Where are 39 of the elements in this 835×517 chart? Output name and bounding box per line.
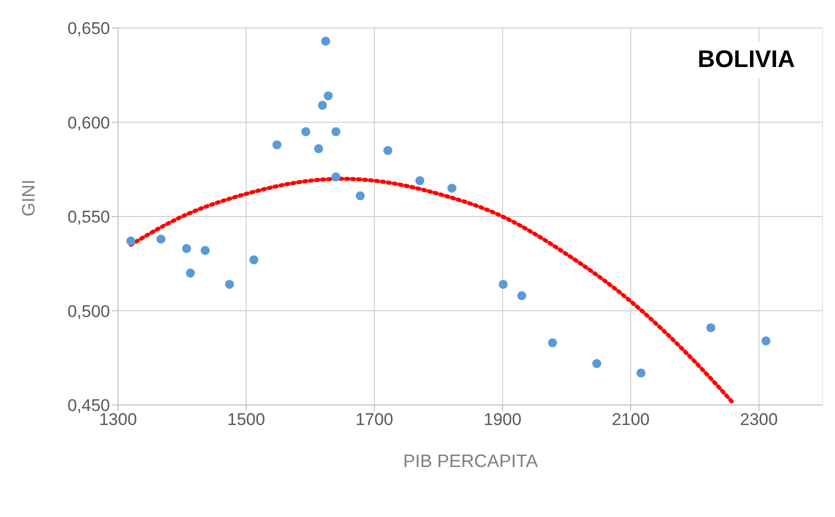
x-tick-label: 1300 xyxy=(99,410,137,430)
point xyxy=(318,100,327,110)
point xyxy=(301,127,310,136)
point xyxy=(200,246,210,255)
point xyxy=(314,144,324,154)
point xyxy=(186,268,195,278)
point xyxy=(761,336,770,346)
x-tick-label: 1900 xyxy=(484,410,522,430)
point xyxy=(498,280,508,289)
point xyxy=(249,255,258,264)
point xyxy=(225,280,234,289)
point xyxy=(324,91,333,100)
point xyxy=(356,191,365,200)
point xyxy=(156,234,166,244)
point xyxy=(383,146,392,156)
y-tick-label: 0,600 xyxy=(67,113,110,132)
point xyxy=(415,176,424,186)
y-axis-title: GINI xyxy=(18,179,38,216)
y-tick-label: 0,500 xyxy=(67,302,110,321)
point xyxy=(331,127,340,136)
y-tick-label: 0,650 xyxy=(67,19,110,38)
y-tick-label: 0,550 xyxy=(67,208,110,227)
point xyxy=(272,140,282,150)
point xyxy=(182,244,192,254)
point xyxy=(517,291,526,300)
point xyxy=(592,359,602,368)
x-tick-label: 1700 xyxy=(355,410,394,430)
x-axis-title: PIB PERCAPITA xyxy=(403,451,538,471)
x-tick-label: 2100 xyxy=(612,410,650,430)
point xyxy=(321,36,330,46)
point xyxy=(706,323,716,332)
point xyxy=(548,338,558,348)
x-tick-label: 1500 xyxy=(227,410,266,430)
point xyxy=(636,368,646,378)
point xyxy=(331,172,340,182)
point xyxy=(447,184,456,193)
x-tick-label: 2300 xyxy=(740,410,778,430)
point xyxy=(126,236,136,246)
text: BOLIVIA xyxy=(690,42,803,78)
